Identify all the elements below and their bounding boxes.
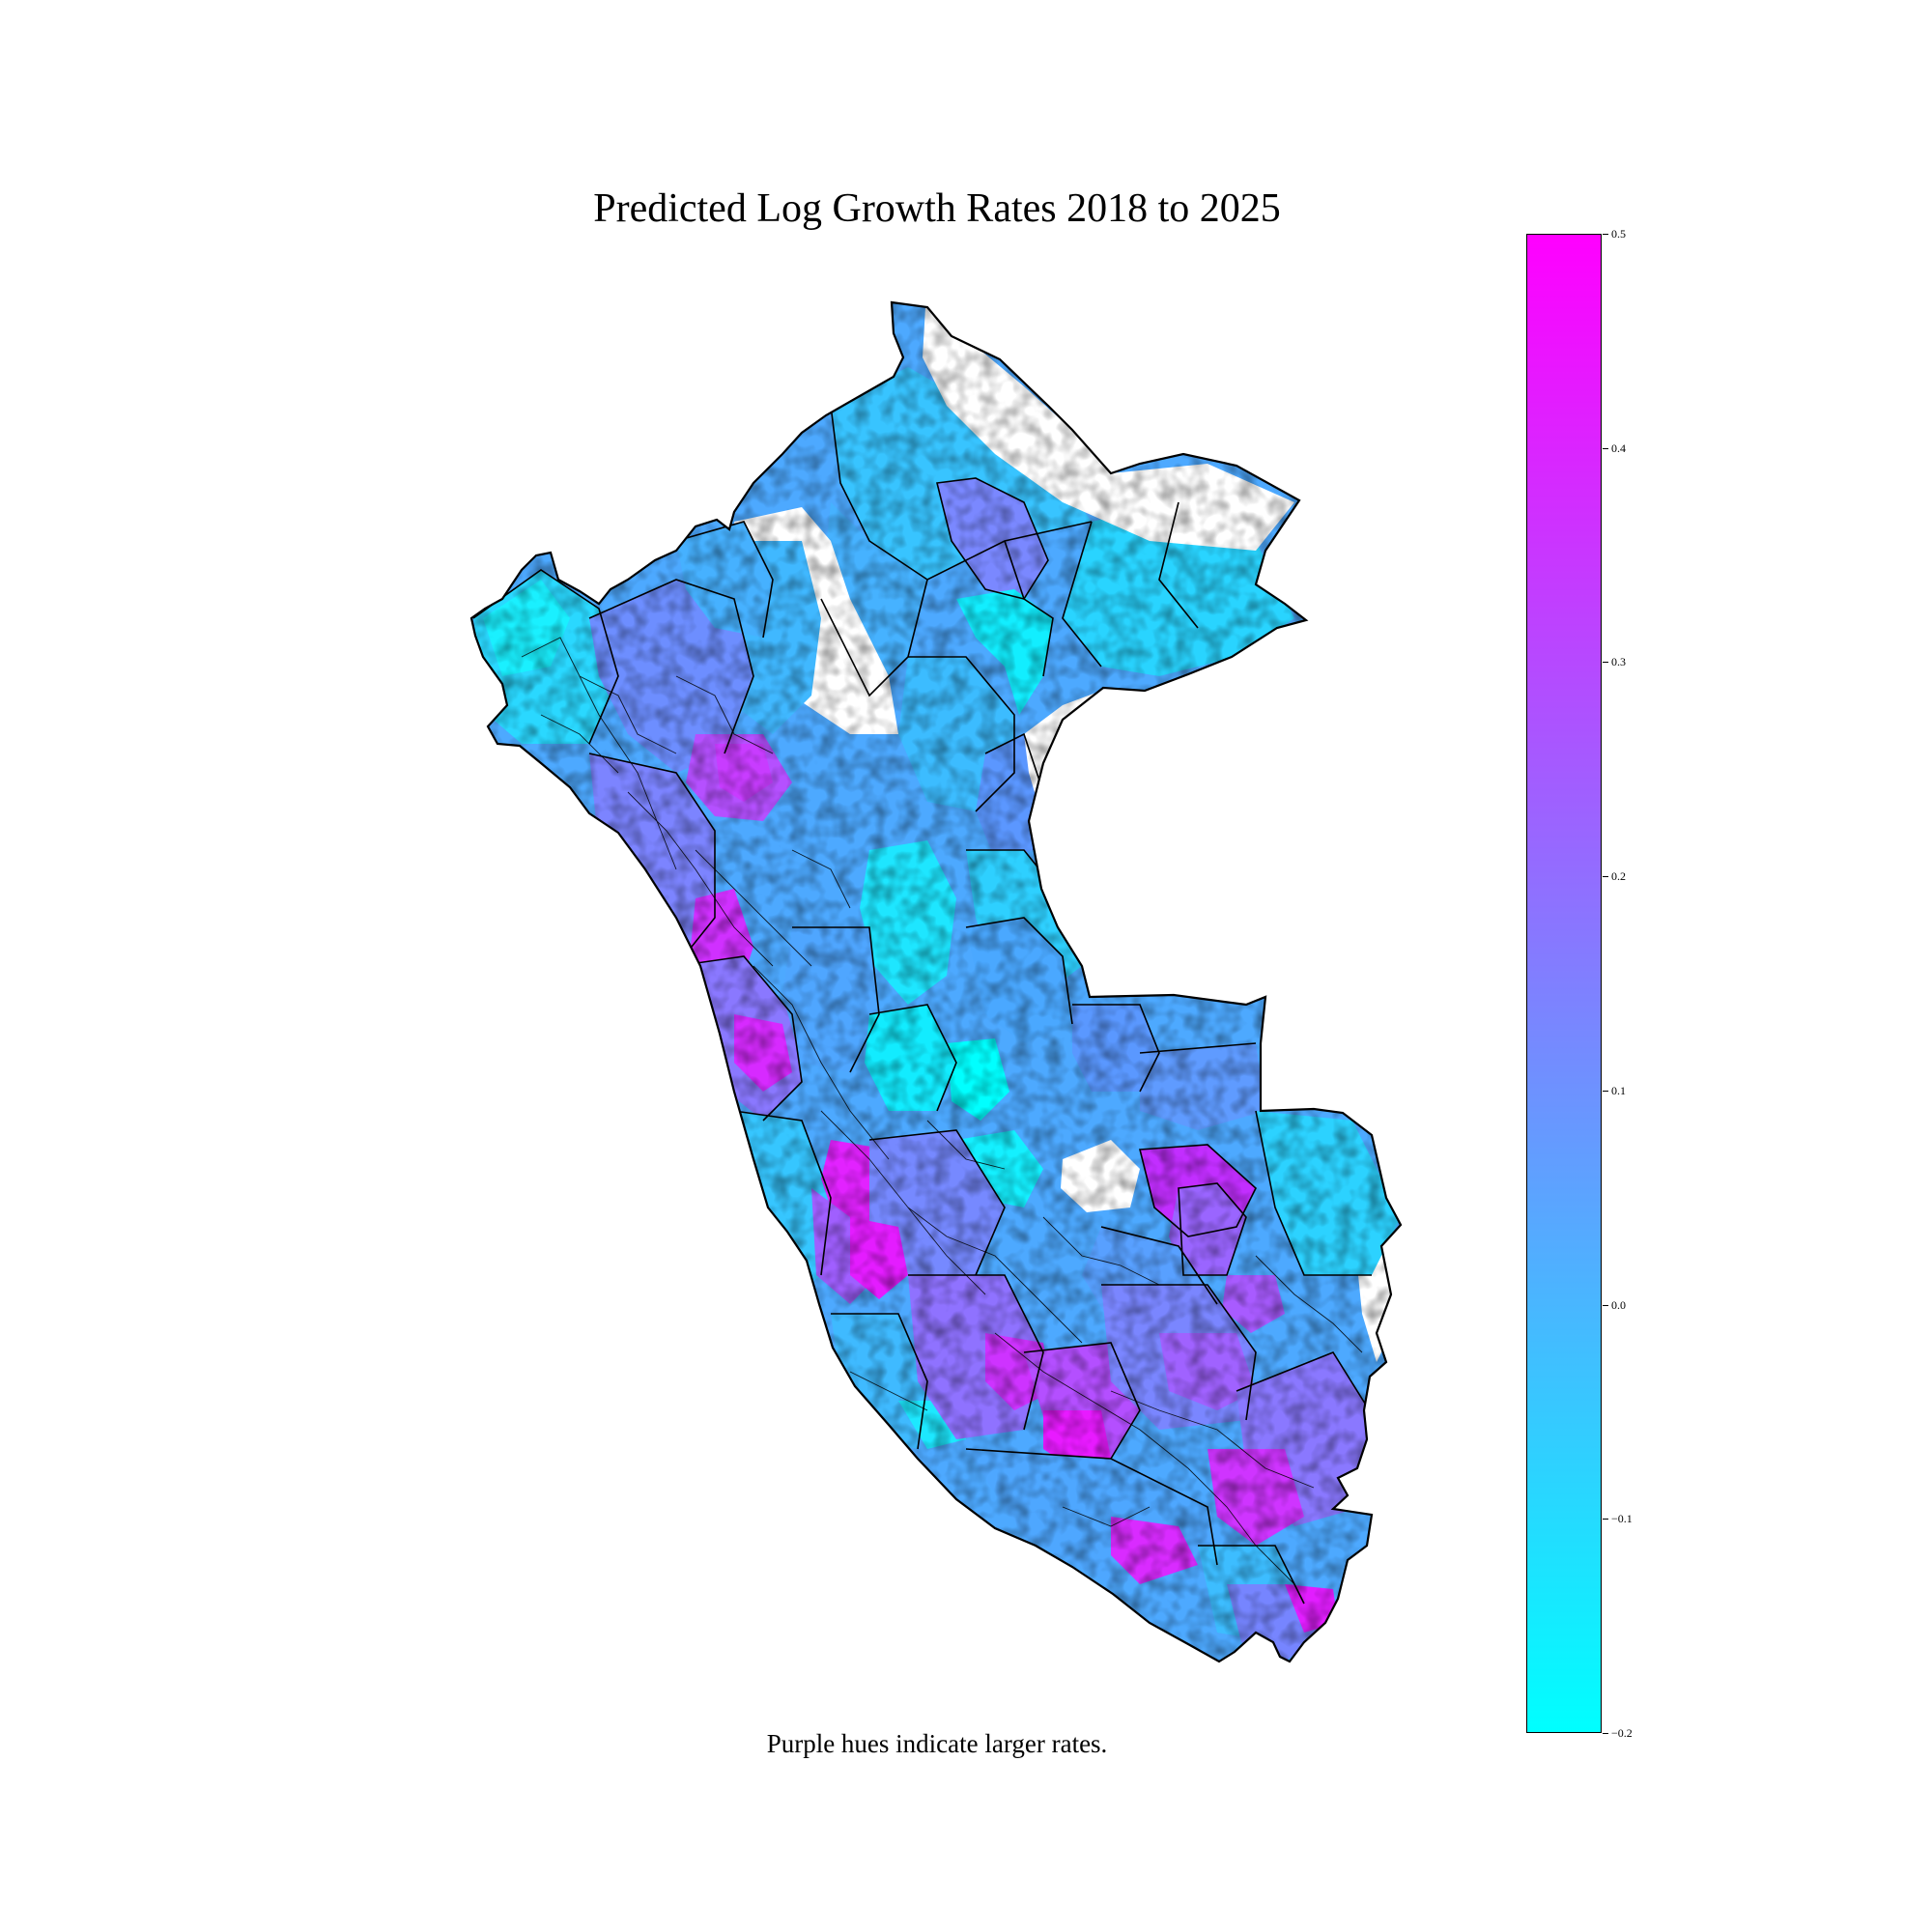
colorbar-tick-mark: [1603, 1304, 1608, 1306]
colorbar-tick-label: 0.1: [1611, 1083, 1626, 1097]
colorbar-tick-mark: [1603, 876, 1608, 878]
district-boundaries: [472, 405, 1382, 1605]
colorbar-tick-label: 0.0: [1611, 1297, 1626, 1312]
colorbar-tick-label: −0.2: [1611, 1726, 1633, 1740]
map-caption: Purple hues indicate larger rates.: [766, 1729, 1108, 1758]
colorbar-tick-mark: [1603, 1090, 1608, 1092]
colorbar-tick-mark: [1603, 447, 1608, 449]
colorbar-tick-mark: [1603, 662, 1608, 664]
colorbar-tick-mark: [1603, 234, 1608, 235]
colorbar: [1526, 234, 1602, 1733]
colorbar-tick-mark: [1603, 1733, 1608, 1734]
map-title: Predicted Log Growth Rates 2018 to 2025: [593, 186, 1281, 231]
colorbar-tick-label: 0.3: [1611, 655, 1626, 669]
colorbar-tick-label: 0.4: [1611, 440, 1626, 455]
small-district-boundaries: [521, 637, 1363, 1585]
colorbar-tick-mark: [1603, 1519, 1608, 1520]
colorbar-tick-label: 0.2: [1611, 869, 1626, 884]
colorbar-tick-label: −0.1: [1611, 1512, 1633, 1526]
colorbar-tick-label: 0.5: [1611, 227, 1626, 241]
